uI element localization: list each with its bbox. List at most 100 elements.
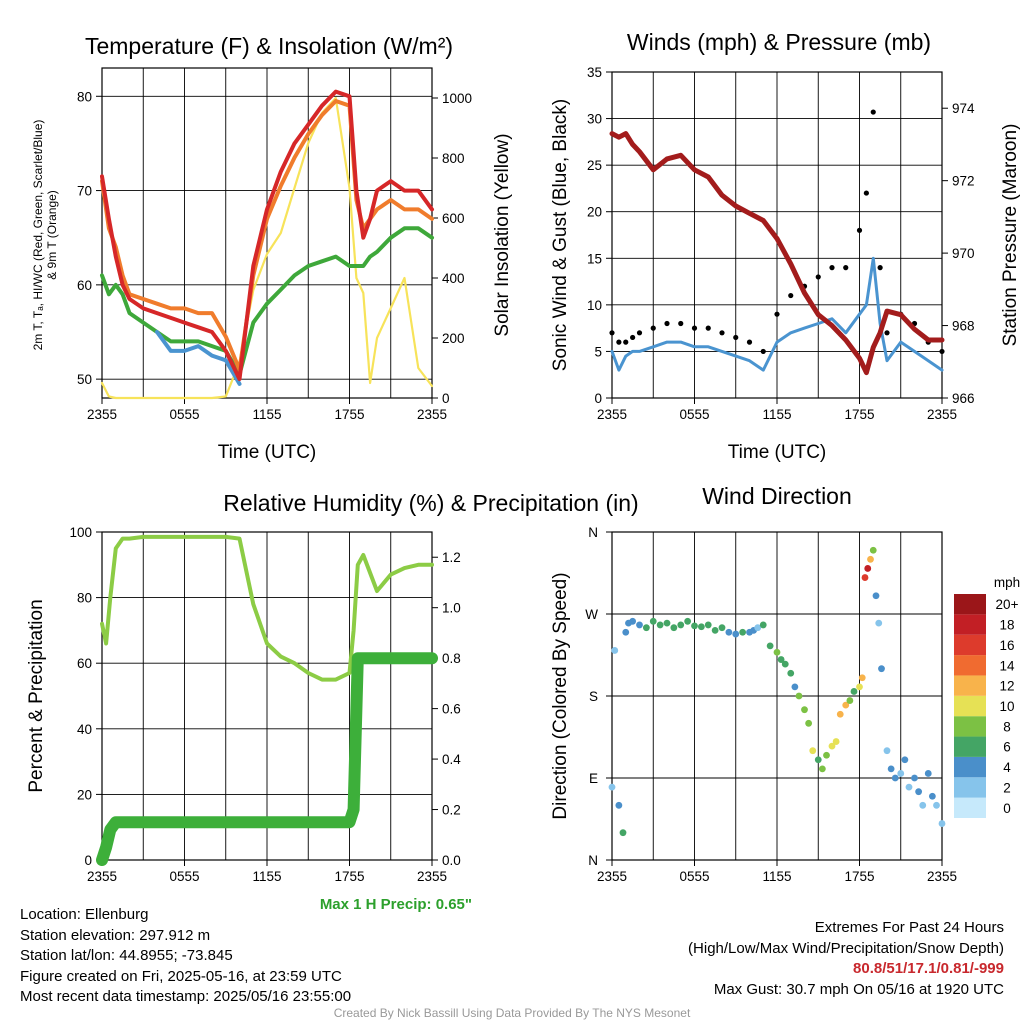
x-tick-label: 1755 bbox=[334, 407, 364, 422]
y-tick-label-left: 20 bbox=[77, 787, 92, 802]
colorbar-swatch bbox=[954, 655, 986, 676]
direction-point bbox=[887, 765, 895, 773]
gust-point bbox=[691, 325, 698, 331]
y-tick-label-left: 100 bbox=[69, 525, 92, 540]
gust-point bbox=[650, 325, 656, 331]
gust-point bbox=[733, 334, 739, 341]
gust-point bbox=[877, 265, 883, 271]
location-text: Location: Ellenburg bbox=[20, 906, 149, 923]
direction-point bbox=[718, 624, 726, 632]
x-tick-label: 1155 bbox=[252, 869, 281, 884]
direction-point bbox=[663, 619, 671, 627]
direction-point bbox=[649, 617, 657, 625]
colorbar-label: 10 bbox=[999, 699, 1014, 714]
chart-title: Relative Humidity (%) & Precipitation (i… bbox=[223, 490, 638, 516]
direction-point bbox=[670, 624, 678, 632]
direction-point bbox=[856, 683, 863, 691]
x-tick-label: 1155 bbox=[762, 407, 791, 422]
gust-point bbox=[774, 311, 780, 317]
direction-point bbox=[739, 628, 747, 636]
chart-title: Wind Direction bbox=[702, 483, 852, 509]
x-axis-label: Time (UTC) bbox=[728, 442, 827, 463]
extremes-subheading: (High/Low/Max Wind/Precipitation/Snow De… bbox=[688, 939, 1004, 957]
series-precip bbox=[96, 652, 438, 866]
series-pressure bbox=[609, 131, 945, 376]
max-gust-text: Max Gust: 30.7 mph On 05/16 at 1920 UTC bbox=[713, 980, 1004, 998]
colorbar-swatch bbox=[954, 716, 986, 737]
y-tick-label-right: 600 bbox=[442, 211, 465, 226]
y-tick-label-left: 0 bbox=[84, 853, 92, 868]
gust-point bbox=[678, 320, 684, 327]
y-tick-label-right: 970 bbox=[952, 246, 975, 261]
colorbar-swatch bbox=[954, 634, 986, 656]
colorbar-swatch bbox=[954, 695, 986, 717]
panel-1: 2355 0555 1155 1755 235550607080020040060080… bbox=[31, 33, 513, 463]
colorbar-label: 2 bbox=[1003, 780, 1011, 795]
direction-point bbox=[615, 801, 623, 809]
gust-point bbox=[939, 348, 945, 355]
direction-point bbox=[611, 647, 619, 654]
direction-point bbox=[754, 624, 762, 632]
direction-point bbox=[791, 683, 799, 691]
colorbar-label: 0 bbox=[1003, 801, 1011, 816]
gust-point bbox=[829, 265, 835, 271]
x-tick-label: 2355 bbox=[417, 407, 447, 422]
y-tick-label-left: 80 bbox=[77, 591, 92, 606]
gust-point bbox=[870, 109, 876, 115]
y-tick-label-left: N bbox=[588, 525, 598, 540]
gust-point bbox=[705, 325, 711, 331]
direction-point bbox=[933, 801, 940, 809]
direction-point bbox=[818, 765, 826, 773]
y-tick-label-left: 25 bbox=[587, 158, 602, 173]
colorbar-swatch bbox=[954, 614, 986, 635]
direction-point bbox=[905, 783, 913, 791]
y-tick-label-right: 0.4 bbox=[442, 752, 461, 767]
y-tick-label-left: 0 bbox=[594, 391, 602, 406]
x-tick-label: 2355 bbox=[597, 869, 627, 884]
x-tick-label: 1155 bbox=[762, 869, 791, 884]
direction-point bbox=[911, 774, 918, 782]
y-tick-label-right: 1.2 bbox=[442, 550, 461, 565]
y-axis-label-left: Percent & Precipitation bbox=[26, 599, 47, 792]
y-tick-label-left: 30 bbox=[587, 112, 602, 127]
created-text: Figure created on Fri, 2025-05-16, at 23… bbox=[20, 967, 342, 985]
gust-point bbox=[609, 330, 615, 336]
direction-point bbox=[883, 747, 891, 755]
direction-point bbox=[836, 710, 844, 718]
y-tick-label-right: 974 bbox=[952, 101, 975, 116]
direction-point bbox=[777, 656, 785, 663]
x-tick-label: 2355 bbox=[417, 869, 447, 884]
y-tick-label-right: 0.0 bbox=[442, 853, 461, 868]
y-axis-label-left: Direction (Colored By Speed) bbox=[550, 572, 571, 819]
direction-point bbox=[867, 555, 874, 563]
direction-point bbox=[622, 628, 630, 636]
colorbar-label: 18 bbox=[999, 618, 1014, 633]
y-tick-label-left: 50 bbox=[77, 372, 92, 387]
gust-point bbox=[623, 339, 629, 345]
credit-text: Created By Nick Bassill Using Data Provi… bbox=[333, 1006, 691, 1020]
direction-point bbox=[901, 756, 909, 764]
x-tick-label: 0555 bbox=[679, 407, 709, 422]
gust-point bbox=[843, 265, 849, 271]
y-tick-label-left: 40 bbox=[77, 722, 92, 737]
direction-point bbox=[759, 621, 767, 629]
direction-point bbox=[801, 706, 808, 714]
direction-point bbox=[805, 719, 813, 727]
colorbar-swatch bbox=[954, 797, 986, 818]
y-tick-label-left: W bbox=[585, 607, 598, 622]
direction-point bbox=[809, 747, 817, 755]
direction-point bbox=[897, 770, 905, 777]
chart-title: Winds (mph) & Pressure (mb) bbox=[627, 29, 931, 55]
elevation-text: Station elevation: 297.912 m bbox=[20, 926, 211, 944]
x-axis-label: Time (UTC) bbox=[218, 442, 317, 463]
gust-point bbox=[884, 330, 890, 336]
direction-point bbox=[919, 801, 927, 809]
colorbar-label: 6 bbox=[1003, 740, 1011, 755]
station-info: Location: Ellenburg Station elevation: 2… bbox=[20, 905, 351, 1008]
colorbar-unit: mph bbox=[994, 575, 1020, 590]
extremes-info: Extremes For Past 24 Hours (High/Low/Max… bbox=[688, 918, 1004, 1000]
direction-point bbox=[938, 820, 946, 827]
direction-point bbox=[842, 701, 850, 709]
